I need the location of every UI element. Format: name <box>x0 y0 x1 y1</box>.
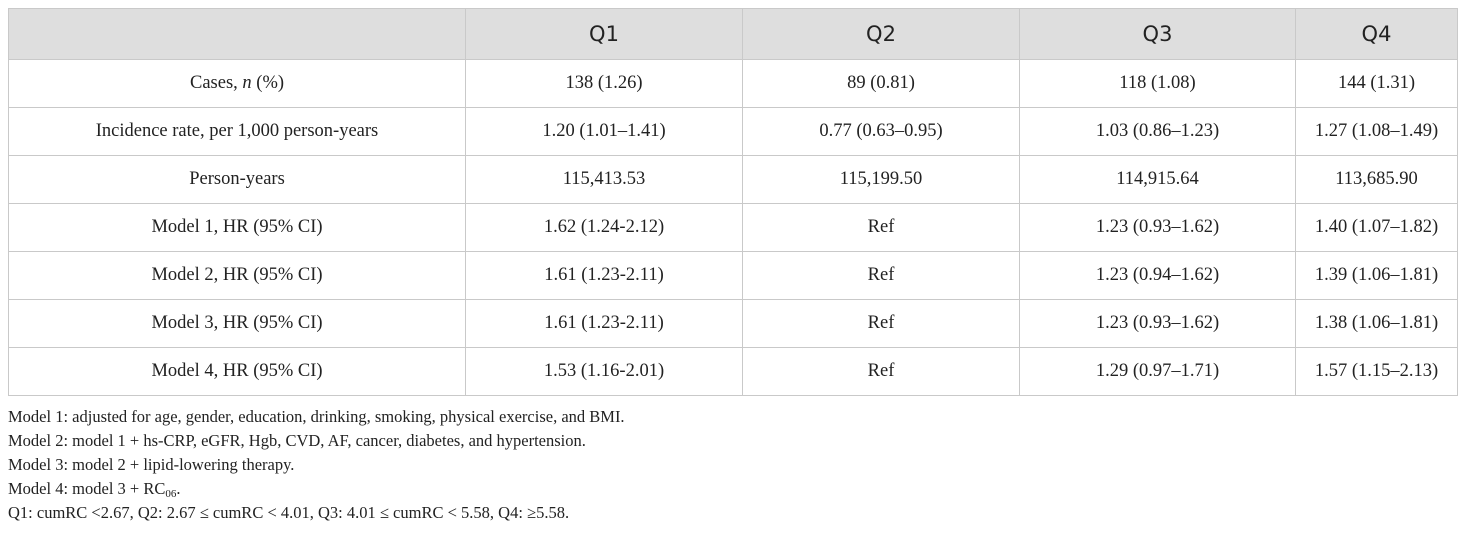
table-footnotes: Model 1: adjusted for age, gender, educa… <box>8 405 625 525</box>
table-cell-q3: 1.23 (0.93–1.62) <box>1019 203 1296 252</box>
header-cell-q1: Q1 <box>465 8 743 60</box>
table-cell-q4: 144 (1.31) <box>1295 59 1458 108</box>
table-cell-q3: 1.29 (0.97–1.71) <box>1019 347 1296 396</box>
table-cell-q4: 1.38 (1.06–1.81) <box>1295 299 1458 348</box>
table-row: Model 3, HR (95% CI) 1.61 (1.23-2.11) Ref 1… <box>8 299 1458 348</box>
footnote-model-4-subscript: 06 <box>165 488 177 500</box>
row-label-text: Model 2, HR (95% CI) <box>151 265 323 285</box>
table-cell-q3: 114,915.64 <box>1019 155 1296 204</box>
table-cell-q1: 1.61 (1.23-2.11) <box>465 299 743 348</box>
table-cell-q3: 118 (1.08) <box>1019 59 1296 108</box>
table-row: Model 2, HR (95% CI) 1.61 (1.23-2.11) Ref 1… <box>8 251 1458 300</box>
table-cell-q4: 1.27 (1.08–1.49) <box>1295 107 1458 156</box>
table-cell-q2: Ref <box>742 299 1020 348</box>
footnote-model-2: Model 2: model 1 + hs-CRP, eGFR, Hgb, CV… <box>8 431 586 450</box>
footnote-quartiles: Q1: cumRC <2.67, Q2: 2.67 ≤ cumRC < 4.01… <box>8 503 570 522</box>
table-cell-q4: 113,685.90 <box>1295 155 1458 204</box>
table-cell-q3: 1.03 (0.86–1.23) <box>1019 107 1296 156</box>
header-cell-blank <box>8 8 466 60</box>
footnote-model-4: Model 4: model 3 + RC06. <box>8 477 625 501</box>
table-row: Cases, n (%) 138 (1.26) 89 (0.81) 118 (1.08… <box>8 59 1458 108</box>
table-cell-q2: 0.77 (0.63–0.95) <box>742 107 1020 156</box>
footnote-model-1: Model 1: adjusted for age, gender, educa… <box>8 407 625 426</box>
table-cell-q4: 1.57 (1.15–2.13) <box>1295 347 1458 396</box>
row-label-text: Incidence rate, per 1,000 person-years <box>95 121 379 141</box>
table-cell-q1: 115,413.53 <box>465 155 743 204</box>
footnote-model-4-text: Model 4: model 3 + RC <box>8 479 166 498</box>
row-label-text: Model 4, HR (95% CI) <box>151 361 323 381</box>
table-cell-q1: 1.61 (1.23-2.11) <box>465 251 743 300</box>
results-table: Q1 Q2 Q3 Q4 Cases, n (%) 138 (1.26) 89 (0.… <box>8 8 1458 396</box>
table-cell-q1: 1.62 (1.24-2.12) <box>465 203 743 252</box>
row-label-text: Model 1, HR (95% CI) <box>151 217 323 237</box>
row-label: Incidence rate, per 1,000 person-years <box>8 107 466 156</box>
footnote-model-4-end: . <box>176 479 181 498</box>
row-label: Model 2, HR (95% CI) <box>8 251 466 300</box>
row-label: Person-years <box>8 155 466 204</box>
table-cell-q4: 1.39 (1.06–1.81) <box>1295 251 1458 300</box>
table-cell-q4: 1.40 (1.07–1.82) <box>1295 203 1458 252</box>
header-cell-q4: Q4 <box>1295 8 1458 60</box>
table-row: Model 4, HR (95% CI) 1.53 (1.16-2.01) Ref 1… <box>8 347 1458 396</box>
table-cell-q2: 115,199.50 <box>742 155 1020 204</box>
table-cell-q3: 1.23 (0.94–1.62) <box>1019 251 1296 300</box>
table-cell-q1: 138 (1.26) <box>465 59 743 108</box>
table-row: Model 1, HR (95% CI) 1.62 (1.24-2.12) Ref 1… <box>8 203 1458 252</box>
row-label: Cases, n (%) <box>8 59 466 108</box>
row-label: Model 3, HR (95% CI) <box>8 299 466 348</box>
table-header-row: Q1 Q2 Q3 Q4 <box>8 8 1458 60</box>
footnote-model-3: Model 3: model 2 + lipid-lowering therap… <box>8 455 295 474</box>
header-cell-q3: Q3 <box>1019 8 1296 60</box>
row-label-text: Cases, <box>189 73 243 93</box>
table-cell-q1: 1.53 (1.16-2.01) <box>465 347 743 396</box>
table-row: Incidence rate, per 1,000 person-years 1.… <box>8 107 1458 156</box>
row-label: Model 1, HR (95% CI) <box>8 203 466 252</box>
row-label-italic: n <box>242 73 252 93</box>
table-row: Person-years 115,413.53 115,199.50 114,915.… <box>8 155 1458 204</box>
row-label-text: Model 3, HR (95% CI) <box>151 313 323 333</box>
table-cell-q2: Ref <box>742 251 1020 300</box>
row-label: Model 4, HR (95% CI) <box>8 347 466 396</box>
table-cell-q1: 1.20 (1.01–1.41) <box>465 107 743 156</box>
table-cell-q2: 89 (0.81) <box>742 59 1020 108</box>
row-label-text: Person-years <box>189 169 285 189</box>
results-table-container: Q1 Q2 Q3 Q4 Cases, n (%) 138 (1.26) 89 (0.… <box>8 8 1458 396</box>
table-cell-q2: Ref <box>742 347 1020 396</box>
table-cell-q2: Ref <box>742 203 1020 252</box>
header-cell-q2: Q2 <box>742 8 1020 60</box>
table-cell-q3: 1.23 (0.93–1.62) <box>1019 299 1296 348</box>
table-body: Cases, n (%) 138 (1.26) 89 (0.81) 118 (1.08… <box>8 59 1458 396</box>
row-label-suffix: (%) <box>251 73 285 93</box>
